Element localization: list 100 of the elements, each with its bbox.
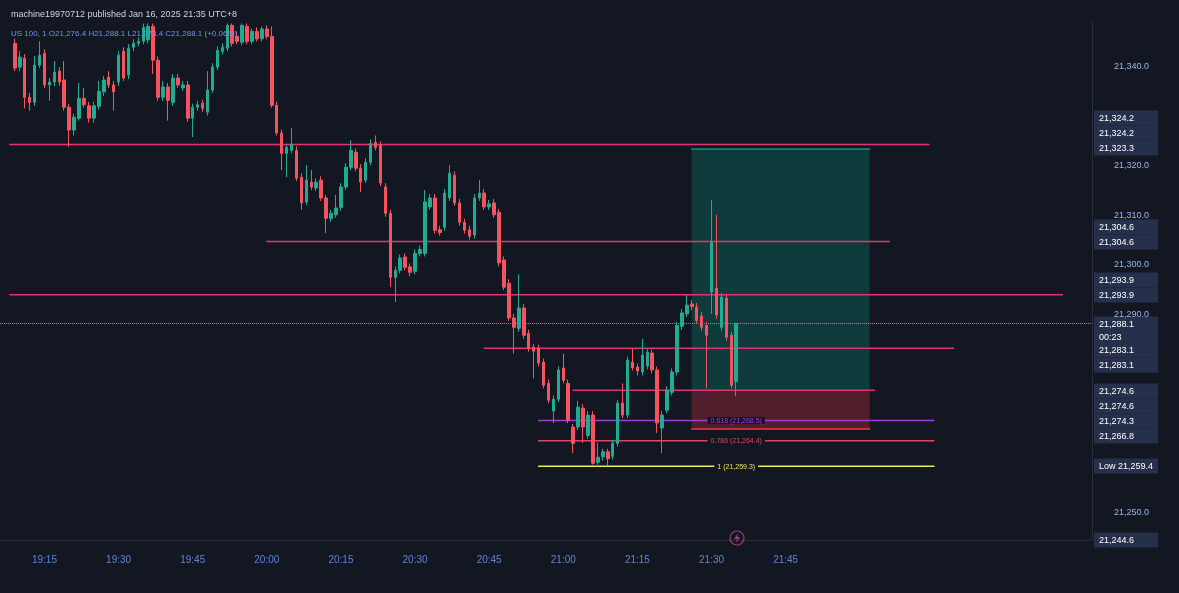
candlestick (611, 439, 614, 461)
candlestick (87, 101, 91, 124)
candlestick (473, 193, 476, 240)
candlestick (552, 394, 555, 424)
candlestick (314, 177, 318, 192)
candlestick (384, 182, 387, 218)
text: 21,293.9 (1099, 275, 1135, 285)
y-tick-label: 21,300.0 (1114, 259, 1150, 270)
candlestick (660, 410, 664, 454)
candlestick (389, 209, 392, 288)
candlestick (487, 199, 491, 211)
candlestick (107, 70, 110, 89)
candlestick (117, 50, 120, 87)
candlestick (28, 92, 31, 112)
candlestick (641, 338, 644, 376)
candlestick (478, 179, 481, 202)
candlestick (448, 164, 451, 202)
text: 21,288.1 (1099, 319, 1135, 329)
text: 21,293.9 (1099, 290, 1135, 300)
text: 21,244.6 (1099, 535, 1135, 545)
candlestick (161, 80, 165, 102)
candlestick (33, 55, 36, 107)
text: 21,274.6 (1099, 386, 1135, 396)
candlestick (206, 70, 209, 117)
candlestick (364, 157, 367, 184)
x-tick-label: 21:15 (624, 553, 651, 565)
candlestick (631, 348, 634, 371)
candlestick (601, 448, 605, 462)
candlestick (285, 144, 288, 178)
y-tick-label: 21,320.0 (1114, 160, 1150, 171)
candlestick (571, 423, 575, 454)
candlestick (621, 382, 624, 419)
candlestick (300, 172, 303, 211)
text: 21,304.6 (1099, 237, 1135, 247)
candlestick (443, 188, 446, 232)
text: 21,274.3 (1099, 416, 1135, 426)
text: Low 21,259.4 (1099, 461, 1154, 471)
candlestick (591, 410, 595, 466)
candlestick (191, 103, 194, 138)
candlestick (201, 99, 204, 113)
candlestick (715, 214, 718, 320)
candlestick (166, 82, 170, 122)
candlestick (211, 62, 214, 94)
x-tick-label: 20:30 (402, 553, 429, 565)
text: 21,324.2 (1099, 128, 1135, 138)
candlestick (137, 36, 140, 47)
text: 21,283.1 (1099, 345, 1135, 355)
candlestick (295, 145, 298, 182)
candlestick (53, 60, 56, 87)
candlestick (240, 22, 244, 46)
candlestick (636, 363, 639, 376)
candlestick (581, 403, 585, 444)
candlestick (221, 42, 224, 55)
text: 21,266.8 (1099, 431, 1135, 441)
candlestick (616, 399, 619, 448)
y-tick-label: 21,340.0 (1114, 61, 1150, 72)
candlestick (705, 321, 708, 389)
candlestick (566, 378, 570, 424)
x-tick-label: 21:30 (699, 553, 725, 565)
candlestick (646, 348, 649, 370)
candlestick (557, 366, 560, 403)
candlestick (260, 25, 264, 42)
candlestick (730, 331, 733, 389)
candlestick (310, 169, 313, 191)
candlestick (576, 400, 580, 431)
candlestick (43, 48, 46, 89)
candlestick (216, 45, 219, 71)
candlestick (82, 87, 86, 109)
x-tick-label: 19:45 (180, 553, 206, 565)
candlestick (700, 311, 703, 332)
candlestick (542, 358, 545, 389)
candlestick (255, 26, 259, 42)
candlestick (537, 344, 540, 368)
text: 21,274.6 (1099, 401, 1135, 411)
candlestick (532, 343, 535, 379)
x-tick-label: 21:45 (773, 553, 799, 565)
candlestick (596, 442, 600, 466)
x-tick-label: 19:30 (106, 553, 132, 565)
candlestick (369, 138, 372, 166)
candlestick (725, 293, 728, 342)
candlestick (458, 198, 461, 227)
candlestick (305, 164, 308, 206)
x-tick-label: 21:00 (550, 553, 577, 565)
candlestick (23, 53, 26, 109)
candlestick (48, 77, 51, 102)
candlestick (626, 356, 629, 419)
candlestick (176, 73, 180, 89)
candlestick (250, 27, 254, 45)
candlestick (13, 38, 17, 72)
candlestick (547, 378, 550, 404)
candlestick (463, 218, 466, 235)
candlestick (112, 80, 115, 112)
candlestick (18, 50, 22, 72)
candlestick (468, 225, 471, 241)
candlestick (290, 127, 293, 154)
candlestick (181, 80, 185, 92)
candlestick (196, 100, 199, 112)
chart-title: machine19970712 published Jan 16, 2025 21:35 UTC+8 (11, 8, 237, 19)
candlestick (171, 73, 175, 107)
candlestick (122, 46, 125, 82)
